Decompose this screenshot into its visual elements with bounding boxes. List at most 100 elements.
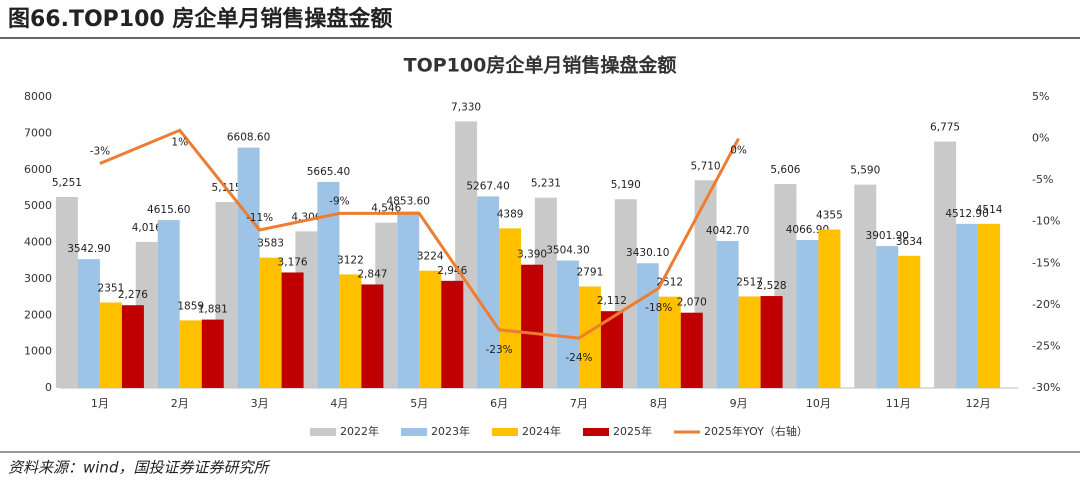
data-label: 3583 xyxy=(257,238,284,250)
legend-label: 2025年YOY（右轴） xyxy=(704,424,808,438)
bar xyxy=(121,305,144,388)
bar xyxy=(854,184,877,388)
bar xyxy=(658,296,681,388)
data-label: 2517 xyxy=(736,276,763,288)
data-label: 4,016 xyxy=(132,222,162,234)
data-label: 1859 xyxy=(177,300,204,312)
data-label: 6,775 xyxy=(930,122,960,134)
yoy-line xyxy=(99,128,740,340)
y-tick-label: 3000 xyxy=(24,272,52,285)
data-label: 3634 xyxy=(896,236,923,248)
bar xyxy=(578,286,601,388)
y2-tick-label: 5% xyxy=(1032,90,1049,103)
x-tick-label: 3月 xyxy=(251,397,269,410)
data-label: 5,590 xyxy=(850,165,880,177)
bar xyxy=(556,260,579,388)
data-label: 4042.70 xyxy=(706,225,749,237)
legend-swatch xyxy=(310,428,336,436)
x-tick-label: 4月 xyxy=(330,397,348,410)
x-tick-label: 6月 xyxy=(490,397,508,410)
header-title: 图66.TOP100 房企单月销售操盘金额 xyxy=(8,6,392,32)
data-label: 7,330 xyxy=(451,101,481,113)
data-label: 3430.10 xyxy=(626,247,669,259)
y2-tick-label: -10% xyxy=(1032,215,1060,228)
legend-label: 2023年 xyxy=(431,424,470,438)
data-label: 5665.40 xyxy=(307,166,350,178)
data-label: 3542.90 xyxy=(67,243,110,255)
x-tick-label: 2月 xyxy=(171,397,189,410)
bar xyxy=(361,284,384,388)
x-tick-label: 12月 xyxy=(966,397,991,410)
data-label: 2,112 xyxy=(597,295,627,307)
bar xyxy=(760,296,783,388)
bar xyxy=(876,246,899,388)
bar xyxy=(477,196,500,388)
data-label: 3224 xyxy=(417,251,444,263)
data-label: 4,546 xyxy=(371,203,401,215)
x-tick-label: 10月 xyxy=(806,397,831,410)
bar xyxy=(77,259,100,388)
x-tick-label: 7月 xyxy=(570,397,588,410)
data-label: 0% xyxy=(730,145,747,157)
y-tick-label: 0 xyxy=(45,381,52,394)
data-label: 5,710 xyxy=(691,160,721,172)
y2-tick-label: -5% xyxy=(1032,173,1053,186)
x-tick-label: 8月 xyxy=(650,397,668,410)
legend-swatch xyxy=(492,428,518,436)
x-tick-label: 5月 xyxy=(410,397,428,410)
legend-swatch xyxy=(401,428,427,436)
data-label: -9% xyxy=(329,195,349,207)
bar xyxy=(956,223,979,388)
y2-tick-label: -20% xyxy=(1032,298,1060,311)
y2-tick-label: 0% xyxy=(1032,132,1049,145)
bar xyxy=(55,196,78,388)
bar xyxy=(157,220,180,388)
bar xyxy=(796,240,819,388)
data-label: 5,231 xyxy=(531,178,561,190)
bar xyxy=(818,229,841,388)
legend-swatch xyxy=(583,428,609,436)
bar xyxy=(317,181,340,388)
data-label: 4615.60 xyxy=(147,204,190,216)
data-label: 1,881 xyxy=(198,304,228,316)
bar xyxy=(636,263,659,388)
data-label: 4853.60 xyxy=(387,195,430,207)
bar xyxy=(201,319,224,388)
bar xyxy=(419,270,442,388)
data-label: 2,847 xyxy=(357,268,387,280)
x-tick-label: 1月 xyxy=(91,397,109,410)
y-tick-label: 7000 xyxy=(24,126,52,139)
bar xyxy=(521,264,544,388)
data-label: -3% xyxy=(90,146,110,158)
y-tick-label: 4000 xyxy=(24,236,52,249)
data-label: 2,528 xyxy=(757,280,787,292)
bar xyxy=(600,311,623,388)
bar xyxy=(441,280,464,388)
data-label: 5267.40 xyxy=(466,180,509,192)
bar xyxy=(716,240,739,388)
y-tick-label: 5000 xyxy=(24,199,52,212)
data-label: 4512.90 xyxy=(945,208,988,220)
data-label: 3122 xyxy=(337,254,364,266)
bar xyxy=(738,296,761,388)
data-label: 6608.60 xyxy=(227,132,270,144)
bar xyxy=(680,312,703,388)
data-label: -11% xyxy=(246,212,273,224)
legend-label: 2022年 xyxy=(340,424,379,438)
bar xyxy=(978,223,1001,388)
data-label: 1% xyxy=(171,136,188,148)
data-label: 2791 xyxy=(577,266,604,278)
bar xyxy=(259,257,282,388)
x-tick-label: 11月 xyxy=(886,397,911,410)
bar xyxy=(934,141,957,388)
bar xyxy=(179,320,202,388)
data-label: 4514 xyxy=(976,204,1003,216)
bar xyxy=(499,228,522,388)
data-label: 2351 xyxy=(98,282,125,294)
bar xyxy=(237,147,260,388)
y-tick-label: 6000 xyxy=(24,163,52,176)
data-label: 3,390 xyxy=(517,249,547,261)
data-label: -23% xyxy=(486,344,513,356)
data-label: 5,251 xyxy=(52,177,82,189)
